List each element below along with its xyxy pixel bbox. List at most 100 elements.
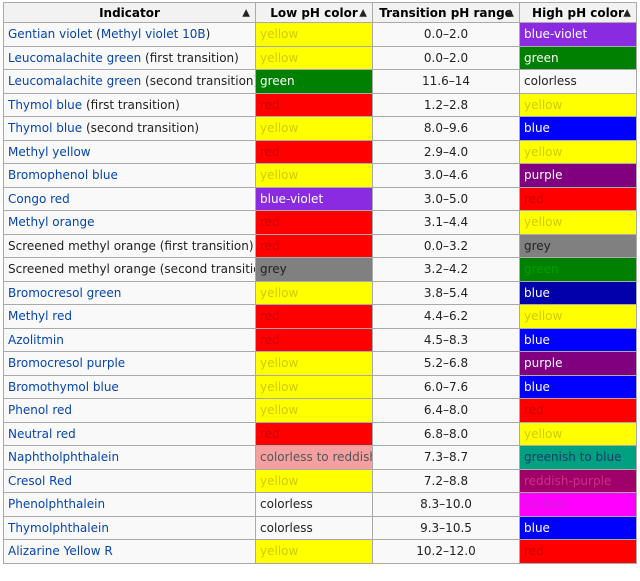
table-body: Gentian violet (Methyl violet 10B) yellow… <box>3 22 637 564</box>
indicator-link[interactable]: Naphtholphthalein <box>8 450 120 465</box>
indicator-link[interactable]: Methyl red <box>8 309 72 324</box>
low-ph-color-cell: colorless to reddish <box>255 445 373 470</box>
indicator-note: ) <box>205 27 211 42</box>
transition-range-cell: 6.8–8.0 <box>372 421 520 446</box>
indicator-name-cell: Congo red <box>3 186 256 211</box>
high-ph-color-cell: grey <box>519 233 637 258</box>
transition-range-cell: 7.2–8.8 <box>372 468 520 493</box>
indicator-link[interactable]: Leucomalachite green <box>8 50 142 65</box>
indicator-link[interactable]: Methyl yellow <box>8 144 91 159</box>
table-row: Methyl yellow red 2.9–4.0 yellow <box>3 139 637 164</box>
low-ph-color-cell: red <box>255 233 373 258</box>
column-header-low-ph-color[interactable]: Low pH color ▲︎ <box>255 2 373 23</box>
high-ph-color-cell: red <box>519 398 637 423</box>
high-ph-color-cell: fuchsia <box>519 492 637 517</box>
indicator-link[interactable]: Alizarine Yellow R <box>8 544 113 559</box>
indicator-name-cell: Bromothymol blue <box>3 374 256 399</box>
column-header-high-ph-color[interactable]: High pH color ▲︎ <box>519 2 637 23</box>
indicator-note: (second transition) <box>141 74 256 89</box>
indicator-note: Screened methyl orange <box>8 238 156 253</box>
transition-range-cell: 4.5–8.3 <box>372 327 520 352</box>
indicator-link[interactable]: Cresol Red <box>8 473 72 488</box>
low-ph-color-cell: red <box>255 304 373 329</box>
high-ph-color-cell: yellow <box>519 139 637 164</box>
indicator-link[interactable]: Phenol red <box>8 403 72 418</box>
table-row: Bromothymol blue yellow 6.0–7.6 blue <box>3 374 637 399</box>
sort-updown-icon[interactable]: ▲︎ <box>359 7 367 18</box>
low-ph-color-cell: colorless <box>255 492 373 517</box>
low-ph-color-cell: colorless <box>255 515 373 540</box>
sort-updown-icon[interactable]: ▲︎ <box>506 7 514 18</box>
table-row: Cresol Red yellow 7.2–8.8 reddish-purple <box>3 468 637 493</box>
indicator-name-cell: Leucomalachite green (second transition) <box>3 69 256 94</box>
indicator-note: ( <box>92 27 101 42</box>
indicator-link[interactable]: Leucomalachite green <box>8 74 142 89</box>
low-ph-color-cell: red <box>255 92 373 117</box>
low-ph-color-cell: red <box>255 327 373 352</box>
table-row: Gentian violet (Methyl violet 10B) yellow… <box>3 22 637 47</box>
indicator-link[interactable]: Phenolphthalein <box>8 497 106 512</box>
high-ph-color-cell: purple <box>519 351 637 376</box>
indicator-name-cell: Methyl red <box>3 304 256 329</box>
high-ph-color-cell: blue <box>519 116 637 141</box>
high-ph-color-cell: blue <box>519 327 637 352</box>
indicator-link[interactable]: Thymol blue <box>8 97 83 112</box>
high-ph-color-cell: green <box>519 257 637 282</box>
indicator-link[interactable]: Bromothymol blue <box>8 379 119 394</box>
transition-range-cell: 1.2–2.8 <box>372 92 520 117</box>
indicator-link[interactable]: Bromophenol blue <box>8 168 118 183</box>
indicator-link[interactable]: Azolitmin <box>8 332 64 347</box>
transition-range-cell: 4.4–6.2 <box>372 304 520 329</box>
indicator-note: (first transition) <box>82 97 180 112</box>
low-ph-color-cell: yellow <box>255 374 373 399</box>
indicator-link[interactable]: Neutral red <box>8 426 76 441</box>
transition-range-cell: 2.9–4.0 <box>372 139 520 164</box>
table-row: Thymol blue (second transition) yellow 8.0… <box>3 116 637 141</box>
indicator-name-cell: Phenolphthalein <box>3 492 256 517</box>
indicator-name-cell: Bromocresol purple <box>3 351 256 376</box>
high-ph-color-cell: blue <box>519 374 637 399</box>
low-ph-color-cell: red <box>255 139 373 164</box>
column-header-transition-range[interactable]: Transition pH range ▲︎ <box>372 2 520 23</box>
indicator-name-cell: Methyl yellow <box>3 139 256 164</box>
indicator-name-cell: Methyl orange <box>3 210 256 235</box>
transition-range-cell: 7.3–8.7 <box>372 445 520 470</box>
indicator-link[interactable]: Methyl orange <box>8 215 95 230</box>
indicator-link[interactable]: Thymolphthalein <box>8 520 109 535</box>
transition-range-cell: 11.6–14 <box>372 69 520 94</box>
low-ph-color-cell: red <box>255 421 373 446</box>
sort-updown-icon[interactable]: ▲︎ <box>242 7 250 18</box>
column-header-label: High pH color <box>532 5 624 20</box>
low-ph-color-cell: yellow <box>255 163 373 188</box>
transition-range-cell: 0.0–3.2 <box>372 233 520 258</box>
low-ph-color-cell: blue-violet <box>255 186 373 211</box>
indicator-link[interactable]: Thymol blue <box>8 121 83 136</box>
indicator-link[interactable]: Congo red <box>8 191 70 206</box>
transition-range-cell: 8.3–10.0 <box>372 492 520 517</box>
low-ph-color-cell: grey <box>255 257 373 282</box>
table-row: Leucomalachite green (second transition)… <box>3 69 637 94</box>
transition-range-cell: 0.0–2.0 <box>372 45 520 70</box>
transition-range-cell: 0.0–2.0 <box>372 22 520 47</box>
table-row: Phenolphthalein colorless 8.3–10.0 fuchsia <box>3 492 637 517</box>
indicator-note: (second transition) <box>159 262 255 277</box>
low-ph-color-cell: yellow <box>255 116 373 141</box>
transition-range-cell: 3.0–5.0 <box>372 186 520 211</box>
low-ph-color-cell: red <box>255 210 373 235</box>
indicator-link[interactable]: Methyl violet 10B <box>100 27 206 42</box>
column-header-indicator[interactable]: Indicator ▲︎ <box>3 2 256 23</box>
header-row: Indicator ▲︎ Low pH color ▲︎ Transition … <box>3 2 637 23</box>
high-ph-color-cell: greenish to blue <box>519 445 637 470</box>
indicator-link[interactable]: Gentian violet <box>8 27 93 42</box>
table-row: Neutral red red 6.8–8.0 yellow <box>3 421 637 446</box>
indicator-note: (first transition) <box>141 50 239 65</box>
indicator-note: (first transition) <box>155 238 254 253</box>
sort-updown-icon[interactable]: ▲︎ <box>623 7 631 18</box>
transition-range-cell: 3.1–4.4 <box>372 210 520 235</box>
high-ph-color-cell: colorless <box>519 69 637 94</box>
indicator-name-cell: Bromocresol green <box>3 280 256 305</box>
indicator-link[interactable]: Bromocresol purple <box>8 356 126 371</box>
indicator-name-cell: Screened methyl orange (second transitio… <box>3 257 256 282</box>
indicator-link[interactable]: Bromocresol green <box>8 285 122 300</box>
table-row: Phenol red yellow 6.4–8.0 red <box>3 398 637 423</box>
